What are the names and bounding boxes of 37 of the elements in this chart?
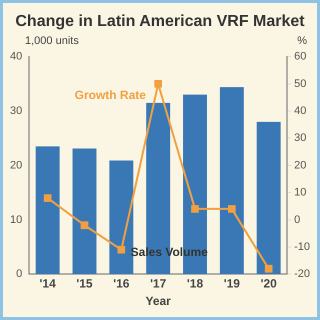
y2-tick-label: 20 — [294, 159, 306, 172]
x-tick-label: '19 — [224, 276, 240, 291]
x-tick-label: '14 — [40, 276, 56, 291]
series-label: Growth Rate — [74, 88, 146, 102]
chart-title: Change in Latin American VRF Market — [14, 12, 306, 31]
bar — [220, 87, 244, 274]
y2-axis-title: % — [297, 35, 307, 47]
bar — [256, 122, 281, 274]
point — [154, 80, 162, 88]
point — [264, 264, 273, 273]
point — [228, 205, 236, 213]
x-tick-label: '20 — [260, 276, 278, 291]
point — [191, 205, 199, 213]
point — [118, 246, 126, 254]
y-axis-title: 1,000 units — [25, 35, 79, 47]
point — [80, 221, 88, 230]
y-tick-label: 40 — [10, 50, 22, 63]
bar — [36, 146, 60, 274]
y-tick-label: 10 — [10, 214, 22, 226]
x-axis-title: Year — [145, 294, 172, 308]
x-tick-label: '18 — [186, 276, 204, 291]
y2-tick-label: 30 — [294, 132, 306, 144]
y2-tick-label: -10 — [294, 241, 310, 254]
y-tick-label: 20 — [10, 159, 22, 172]
y2-tick-label: 40 — [294, 105, 306, 118]
y2-tick-label: 10 — [294, 186, 306, 199]
x-tick-label: '15 — [76, 276, 93, 291]
x-tick-label: '17 — [150, 276, 167, 291]
y2-tick-label: 60 — [294, 50, 306, 63]
bar — [72, 148, 96, 274]
y-tick-label: 0 — [16, 268, 22, 280]
point — [44, 194, 52, 202]
y-tick-label: 30 — [10, 105, 22, 118]
y2-tick-label: 0 — [294, 214, 300, 226]
y2-tick-label: 50 — [294, 78, 306, 90]
x-tick-label: '16 — [113, 276, 130, 291]
y2-tick-label: -20 — [294, 268, 310, 280]
